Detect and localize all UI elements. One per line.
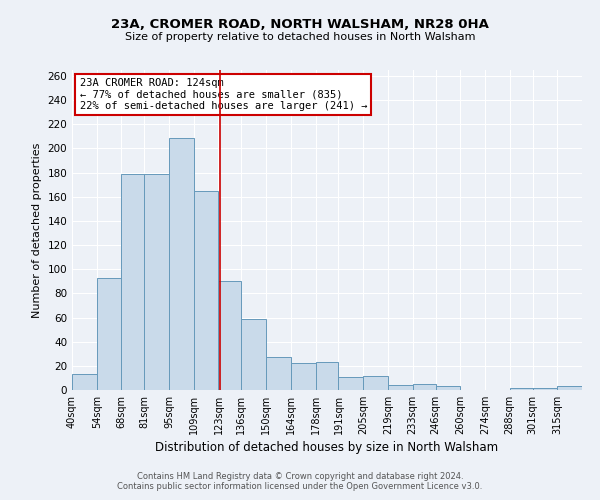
Bar — [241, 319, 266, 390]
Bar — [509, 388, 533, 390]
Text: 23A, CROMER ROAD, NORTH WALSHAM, NR28 0HA: 23A, CROMER ROAD, NORTH WALSHAM, NR28 0H… — [111, 18, 489, 30]
Bar — [218, 282, 241, 390]
Bar — [194, 191, 218, 390]
Bar — [291, 364, 316, 390]
Text: Contains HM Land Registry data © Crown copyright and database right 2024.: Contains HM Land Registry data © Crown c… — [137, 472, 463, 481]
Bar — [72, 374, 97, 390]
Y-axis label: Number of detached properties: Number of detached properties — [32, 142, 42, 318]
Bar — [121, 174, 145, 390]
Bar — [436, 386, 460, 390]
Bar — [97, 278, 121, 390]
Text: Contains public sector information licensed under the Open Government Licence v3: Contains public sector information licen… — [118, 482, 482, 491]
Bar — [557, 386, 582, 390]
Bar — [338, 376, 363, 390]
Bar — [413, 384, 436, 390]
Bar — [316, 362, 338, 390]
Bar — [145, 174, 169, 390]
Bar — [533, 388, 557, 390]
Bar — [363, 376, 388, 390]
Text: 23A CROMER ROAD: 124sqm
← 77% of detached houses are smaller (835)
22% of semi-d: 23A CROMER ROAD: 124sqm ← 77% of detache… — [80, 78, 367, 111]
X-axis label: Distribution of detached houses by size in North Walsham: Distribution of detached houses by size … — [155, 441, 499, 454]
Bar — [169, 138, 194, 390]
Bar — [388, 385, 413, 390]
Bar — [266, 358, 291, 390]
Text: Size of property relative to detached houses in North Walsham: Size of property relative to detached ho… — [125, 32, 475, 42]
